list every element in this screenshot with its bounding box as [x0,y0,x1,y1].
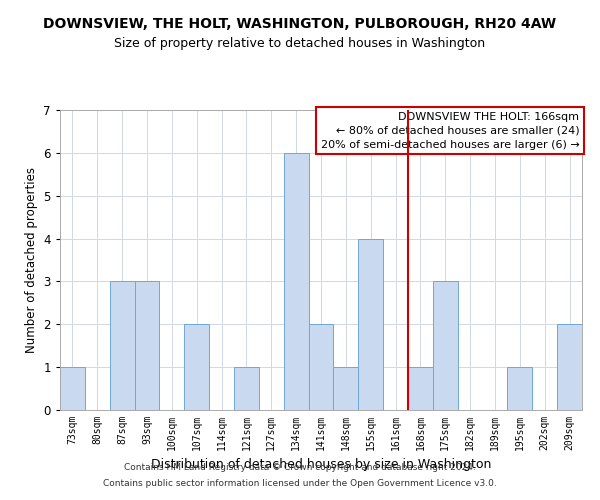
X-axis label: Distribution of detached houses by size in Washington: Distribution of detached houses by size … [151,458,491,471]
Bar [358,238,383,410]
Text: DOWNSVIEW THE HOLT: 166sqm
← 80% of detached houses are smaller (24)
20% of semi: DOWNSVIEW THE HOLT: 166sqm ← 80% of deta… [320,112,580,150]
Text: Size of property relative to detached houses in Washington: Size of property relative to detached ho… [115,38,485,51]
Bar [433,282,458,410]
Bar [134,282,160,410]
Bar [60,367,85,410]
Bar [184,324,209,410]
Bar [334,367,358,410]
Bar [110,282,134,410]
Bar [284,153,308,410]
Bar [557,324,582,410]
Text: Contains public sector information licensed under the Open Government Licence v3: Contains public sector information licen… [103,478,497,488]
Text: DOWNSVIEW, THE HOLT, WASHINGTON, PULBOROUGH, RH20 4AW: DOWNSVIEW, THE HOLT, WASHINGTON, PULBORO… [43,18,557,32]
Bar [508,367,532,410]
Y-axis label: Number of detached properties: Number of detached properties [25,167,38,353]
Bar [234,367,259,410]
Text: Contains HM Land Registry data © Crown copyright and database right 2024.: Contains HM Land Registry data © Crown c… [124,464,476,472]
Bar [308,324,334,410]
Bar [408,367,433,410]
